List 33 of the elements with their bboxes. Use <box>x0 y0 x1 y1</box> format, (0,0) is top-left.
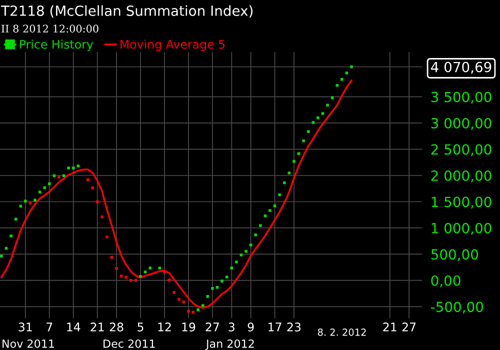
legend-label: Moving Average 5 <box>120 40 225 52</box>
x-tick-label: 7 <box>46 322 52 332</box>
x-tick-label: 14 <box>67 322 80 332</box>
x-tick-label: 3 <box>228 322 234 332</box>
x-tick-label: 21 <box>383 322 396 332</box>
y-tick-label: 0,00 <box>431 275 460 288</box>
y-tick-label: 1 500,00 <box>432 196 492 209</box>
chart-subtitle: II 8 2012 12:00:00 <box>2 24 98 33</box>
text: 8. 2. 2012 <box>318 328 366 336</box>
y-tick-label: 4 070,69 <box>431 62 492 74</box>
x-tick-label: 17 <box>268 322 282 332</box>
x-tick-label: 27 <box>402 322 416 332</box>
x-tick-label: 28 <box>110 322 124 332</box>
legend-label: Price History <box>20 40 94 52</box>
y-tick-label: 2 000,00 <box>431 170 492 182</box>
y-tick-label: 3 000,00 <box>431 118 492 130</box>
chart-title: T2118 (McClellan Summation Index) <box>0 5 252 18</box>
text: Dec 2011 <box>104 339 155 348</box>
y-tick-label: 2 500,00 <box>431 144 492 156</box>
x-tick-label: 19 <box>182 322 196 332</box>
text: Nov 2011 <box>2 339 54 348</box>
x-tick-label: 31 <box>18 322 32 332</box>
y-tick-label: -500,00 <box>431 302 484 314</box>
x-tick-label: 12 <box>158 322 171 332</box>
x-tick-label: 5 <box>138 322 144 332</box>
y-tick-label: 1 000,00 <box>432 222 492 235</box>
y-tick-label: 3 500,00 <box>431 92 492 104</box>
x-tick-label: 27 <box>206 322 219 332</box>
text: Jan 2012 <box>205 339 254 350</box>
x-tick-label: 9 <box>248 322 254 332</box>
y-tick-label: 500,00 <box>431 249 478 262</box>
x-tick-label: 23 <box>287 322 301 332</box>
x-tick-label: 21 <box>90 322 104 332</box>
